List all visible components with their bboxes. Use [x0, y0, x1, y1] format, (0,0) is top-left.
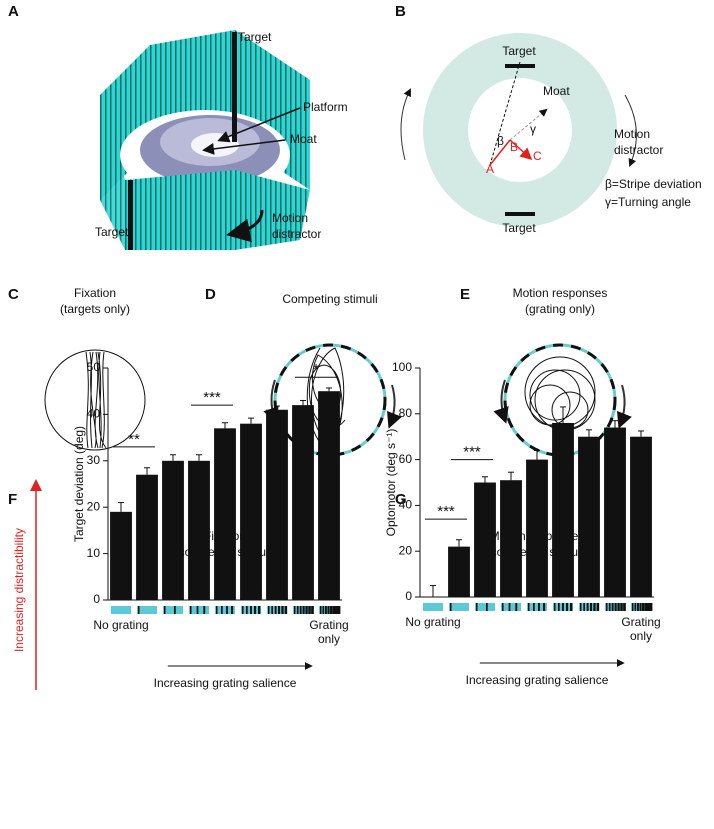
grating-icon: [111, 606, 131, 614]
label: (targets only): [60, 302, 130, 316]
grating-icon: [241, 606, 261, 614]
y-tick-label: 30: [87, 453, 101, 467]
bar: [500, 480, 522, 597]
bar: [136, 474, 158, 600]
grating-icon: [553, 603, 573, 611]
arena-schematic: [400, 33, 637, 227]
bar: [474, 482, 496, 597]
y-tick-label: 0: [93, 592, 100, 606]
label: Target: [502, 44, 536, 58]
grating-icon: [163, 606, 183, 614]
panel-letter: E: [460, 286, 470, 303]
x-tick-label: Grating only: [309, 618, 349, 646]
label: C: [533, 149, 542, 163]
label: A: [486, 162, 494, 176]
label: γ=Turning angle: [605, 195, 691, 209]
label: Competing stimuli: [282, 292, 377, 306]
bar: [110, 511, 132, 600]
label: Moat: [290, 132, 317, 146]
y-axis-label: Target deviation (deg): [72, 426, 86, 542]
label: Target: [238, 30, 272, 44]
panel-letter: F: [8, 491, 17, 508]
panel-letter: G: [395, 491, 407, 508]
label: β=Stripe deviation: [605, 177, 702, 191]
grating-icon: [215, 606, 235, 614]
panel-letter: C: [8, 286, 19, 303]
side-label: Increasing distractibility: [12, 528, 26, 652]
y-tick-label: 100: [392, 360, 412, 374]
label: Moat: [543, 84, 570, 98]
label: Motion responses: [513, 286, 608, 300]
grating-icon: [137, 606, 157, 614]
label: distractor: [614, 143, 663, 157]
grating-icon: [423, 603, 443, 611]
bar: [526, 459, 548, 597]
label: γ: [530, 122, 536, 136]
label: Platform: [303, 100, 348, 114]
grating-icon: [475, 603, 495, 611]
label: B: [510, 140, 518, 154]
bar: [292, 405, 314, 600]
label: Fixation: [74, 286, 116, 300]
x-tick-label: Grating only: [621, 615, 661, 643]
bar: [162, 460, 184, 600]
y-tick-label: 50: [87, 360, 101, 374]
y-tick-label: 60: [399, 452, 413, 466]
grating-icon: [449, 603, 469, 611]
significance-label: ***: [203, 389, 221, 406]
grating-icon: [579, 603, 600, 611]
grating-icon: [527, 603, 547, 611]
grating-icon: [501, 603, 521, 611]
y-tick-label: 20: [87, 499, 101, 513]
label: Motion: [272, 211, 308, 225]
significance-label: **: [128, 431, 140, 448]
y-tick-label: 0: [405, 589, 412, 603]
grating-icon: [189, 606, 209, 614]
panel-letter: A: [8, 3, 19, 20]
bar: [630, 436, 652, 597]
arena-drawing: [100, 30, 310, 250]
bar: [552, 422, 574, 597]
x-tick-label: No grating: [93, 618, 149, 632]
grating-icon: [631, 603, 653, 611]
y-axis-label: Optomotor (deg s⁻¹): [384, 429, 398, 537]
y-tick-label: 40: [399, 498, 413, 512]
trajectory-plot: [44, 349, 146, 451]
grating-icon: [605, 603, 626, 611]
label: distractor: [272, 227, 321, 241]
x-tick-label: No grating: [405, 615, 461, 629]
label: (grating only): [525, 302, 595, 316]
significance-label: ***: [437, 503, 455, 520]
label: Motion: [614, 127, 650, 141]
bar: [240, 423, 262, 600]
x-axis-label: Increasing grating salience: [466, 673, 609, 687]
bar: [214, 428, 236, 600]
y-tick-label: 10: [87, 546, 101, 560]
grating-icon: [267, 606, 288, 614]
panel-letter: B: [395, 3, 406, 20]
grating-icon: [293, 606, 314, 614]
bar: [188, 460, 210, 600]
label: Target: [502, 221, 536, 235]
bar: [318, 391, 340, 600]
significance-label: *: [313, 361, 319, 378]
bar: [578, 436, 600, 597]
bar: [448, 546, 470, 597]
bar: [422, 597, 444, 598]
y-tick-label: 80: [399, 406, 413, 420]
label: β: [497, 134, 504, 148]
y-tick-label: 20: [399, 543, 413, 557]
panel-letter: D: [205, 286, 216, 303]
grating-icon: [319, 606, 341, 614]
label: Target: [95, 225, 129, 239]
y-tick-label: 40: [87, 407, 101, 421]
significance-label: ***: [463, 444, 481, 461]
x-axis-label: Increasing grating salience: [154, 676, 297, 690]
bar: [604, 427, 626, 597]
bar: [266, 409, 288, 600]
